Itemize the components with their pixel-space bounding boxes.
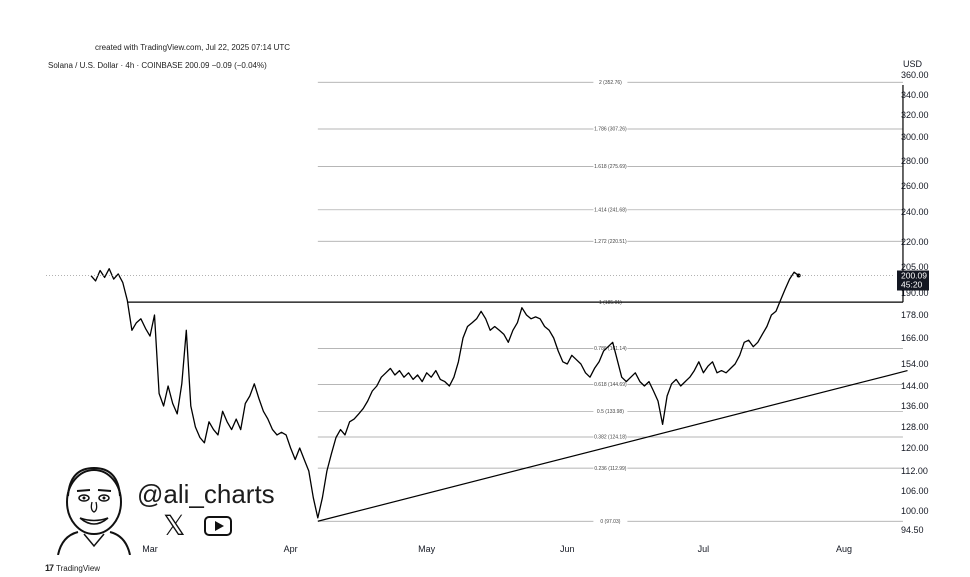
fib-level-label: 0.236 (112.99) <box>594 466 626 472</box>
fib-label-bg <box>593 79 628 86</box>
price-tick-label: 220.00 <box>901 237 929 247</box>
price-tag-value: 200.09 <box>901 271 927 281</box>
fib-label-bg <box>593 434 628 441</box>
fib-level-label: 0.382 (124.18) <box>594 435 627 441</box>
time-tick-label: Jun <box>560 544 575 554</box>
created-with-text: created with TradingView.com, Jul 22, 20… <box>95 43 291 52</box>
price-tick-label: 205.00 <box>901 262 929 272</box>
fib-label-bg <box>593 238 628 245</box>
price-tag: 200.09 45:20 <box>897 270 929 291</box>
price-tick-label: 300.00 <box>901 132 929 142</box>
time-tick-label: Aug <box>836 544 852 554</box>
price-tick-label: 106.00 <box>901 486 929 496</box>
x-logo-icon: 𝕏 <box>163 510 186 541</box>
price-tick-label: 166.00 <box>901 333 929 343</box>
price-tick-label: 94.50 <box>901 525 924 535</box>
price-tick-label: 144.00 <box>901 381 929 391</box>
price-tick-label: 240.00 <box>901 207 929 217</box>
social-icons: 𝕏 <box>163 510 232 541</box>
fib-level-label: 2 (352.76) <box>599 80 622 86</box>
price-tick-label: 136.00 <box>901 401 929 411</box>
price-tick-label: 112.00 <box>901 466 928 476</box>
avatar-caricature-icon <box>57 466 131 555</box>
fib-level-label: 1.414 (241.68) <box>594 208 627 214</box>
price-tag-countdown: 45:20 <box>901 280 923 290</box>
fib-level-label: 0.618 (144.69) <box>594 382 627 388</box>
price-tick-label: 154.00 <box>901 359 929 369</box>
price-tick-label: 340.00 <box>901 90 929 100</box>
fib-label-bg <box>593 518 628 525</box>
time-tick-label: May <box>418 544 436 554</box>
fib-label-bg <box>593 126 628 133</box>
price-line <box>90 268 799 519</box>
youtube-play-icon <box>203 516 232 536</box>
fib-level-label: 0 (97.03) <box>600 519 620 525</box>
time-tick-label: Mar <box>142 544 158 554</box>
price-tick-label: 320.00 <box>901 110 929 120</box>
fib-label-bg <box>593 206 628 213</box>
fib-label-bg <box>593 465 628 472</box>
tradingview-label: TradingView <box>56 563 101 573</box>
fib-label-bg <box>593 345 628 352</box>
watermark-handle: @ali_charts <box>137 479 275 509</box>
price-tick-label: 260.00 <box>901 181 929 191</box>
symbol-header: Solana / U.S. Dollar · 4h · COINBASE 200… <box>48 61 267 70</box>
trendline[interactable] <box>317 370 908 522</box>
fib-level-label: 1 (185.01) <box>599 300 622 306</box>
tradingview-footer: 17 TradingView <box>45 563 100 573</box>
last-price-dot <box>796 273 801 278</box>
fib-label-bg <box>593 381 628 388</box>
time-tick-label: Jul <box>698 544 710 554</box>
price-tick-label: 100.00 <box>901 506 929 516</box>
time-tick-label: Apr <box>284 544 298 554</box>
fib-level-label: 0.786 (161.14) <box>594 346 627 352</box>
fib-level-label: 1.272 (220.51) <box>594 239 627 245</box>
price-tick-label: 120.00 <box>901 443 929 453</box>
fib-label-bg <box>593 163 628 170</box>
tradingview-logo-icon: 17 <box>45 563 54 573</box>
price-tick-label: 128.00 <box>901 422 929 432</box>
price-tick-label: 360.00 <box>901 70 929 80</box>
fib-level-label: 1.786 (307.26) <box>594 127 627 133</box>
price-tick-label: 190.00 <box>901 288 929 298</box>
time-axis: Mar Apr May Jun Jul Aug <box>142 544 852 554</box>
trendlines <box>127 85 908 522</box>
fib-level-label: 0.5 (133.98) <box>597 409 624 415</box>
currency-label: USD <box>903 59 923 69</box>
price-axis: 360.00 340.00 320.00 300.00 280.00 260.00 240.… <box>901 70 929 535</box>
fib-label-bg <box>593 408 628 415</box>
price-tick-label: 178.00 <box>901 310 929 320</box>
fib-level-label: 1.618 (275.69) <box>594 164 627 170</box>
price-tick-label: 280.00 <box>901 156 929 166</box>
